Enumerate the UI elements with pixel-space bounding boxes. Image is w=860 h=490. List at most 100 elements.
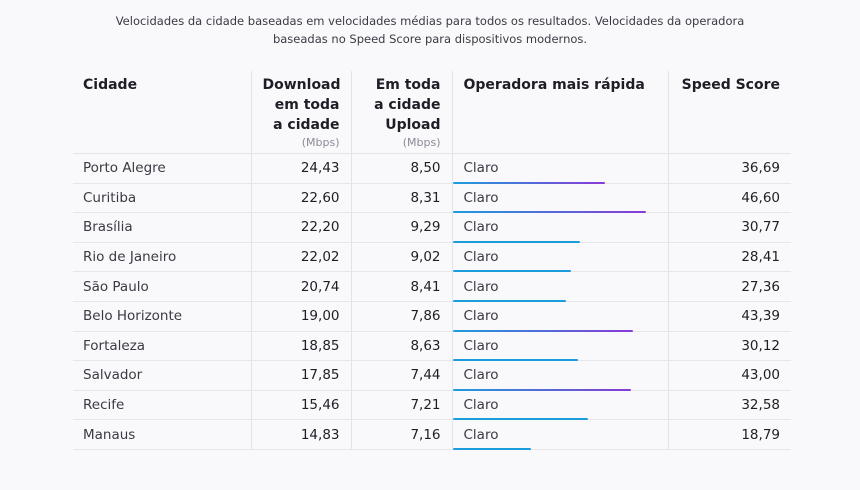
speed-score-cell: 46,60: [667, 183, 791, 214]
city-cell: São Paulo: [73, 271, 251, 302]
speed-score-cell: 27,36: [667, 271, 791, 302]
speed-score-cell: 28,41: [667, 242, 791, 273]
operator-cell: Claro: [451, 271, 668, 302]
download-cell-text: 22,60: [300, 189, 340, 206]
operator-cell: Claro: [451, 360, 668, 391]
operator-cell: Claro: [451, 183, 668, 214]
speed-score-cell: 43,00: [667, 360, 791, 391]
city-cell: Recife: [73, 390, 251, 421]
operator-cell-text: Claro: [463, 219, 499, 236]
speed-score-cell-text: 46,60: [741, 189, 780, 206]
download-cell-text: 14,83: [300, 426, 340, 443]
upload-cell-text: 7,86: [410, 308, 441, 325]
speed-score-cell-text: 28,41: [741, 249, 780, 266]
speed-score-cell-text: 32,58: [741, 397, 780, 414]
city-cell: Salvador: [73, 360, 251, 391]
download-cell-text: 22,20: [300, 219, 340, 236]
download-unit: (Mbps): [301, 136, 340, 149]
speed-score-bar: [452, 240, 580, 243]
operator-cell-text: Claro: [463, 160, 499, 177]
operator-cell-text: Claro: [463, 189, 499, 206]
city-cell-text: Manaus: [83, 426, 136, 443]
city-cell: Brasília: [73, 212, 251, 243]
city-cell-text: São Paulo: [83, 278, 149, 295]
city-cell-text: Belo Horizonte: [83, 308, 183, 325]
header-city[interactable]: Cidade: [73, 71, 251, 154]
city-cell-text: Porto Alegre: [83, 160, 166, 177]
table-row: Porto Alegre 24,43 8,50 Claro 36,69: [73, 153, 791, 184]
speed-score-cell: 32,58: [667, 390, 791, 421]
city-cell-text: Rio de Janeiro: [83, 249, 177, 266]
operator-cell: Claro: [451, 331, 668, 362]
operator-cell: Claro: [451, 419, 668, 450]
city-cell: Fortaleza: [73, 331, 251, 362]
speed-score-cell: 36,69: [667, 153, 791, 184]
table-row: Salvador 17,85 7,44 Claro 43,00: [73, 360, 791, 391]
upload-cell-text: 8,31: [410, 189, 441, 206]
operator-cell: Claro: [451, 301, 668, 332]
operator-cell: Claro: [451, 153, 668, 184]
header-operator[interactable]: Operadora mais rápida: [451, 71, 668, 154]
upload-unit: (Mbps): [402, 136, 441, 149]
operator-cell-text: Claro: [463, 426, 499, 443]
download-cell-text: 17,85: [300, 367, 340, 384]
download-cell: 14,83: [250, 419, 351, 450]
city-cell-text: Brasília: [83, 219, 133, 236]
header-download[interactable]: Download em toda a cidade (Mbps): [250, 71, 351, 154]
upload-cell-text: 9,29: [410, 219, 441, 236]
download-cell: 20,74: [250, 271, 351, 302]
speed-score-cell: 18,79: [667, 419, 791, 450]
speed-score-bar: [452, 181, 605, 184]
operator-cell-text: Claro: [463, 397, 499, 414]
speed-score-cell: 30,77: [667, 212, 791, 243]
table-row: Belo Horizonte 19,00 7,86 Claro 43,39: [73, 301, 791, 332]
download-cell-text: 20,74: [300, 278, 340, 295]
upload-cell: 8,63: [350, 331, 452, 362]
speed-score-bar: [452, 418, 588, 421]
upload-cell-text: 7,21: [410, 397, 441, 414]
operator-cell-text: Claro: [463, 249, 499, 266]
speed-score-cell-text: 27,36: [741, 278, 780, 295]
download-cell-text: 15,46: [300, 397, 340, 414]
table-row: Manaus 14,83 7,16 Claro 18,79: [73, 419, 791, 450]
download-cell: 15,46: [250, 390, 351, 421]
upload-cell: 7,44: [350, 360, 452, 391]
speed-score-bar: [452, 359, 578, 362]
city-cell-text: Recife: [83, 397, 125, 414]
upload-cell: 7,21: [350, 390, 452, 421]
download-cell-text: 22,02: [300, 249, 340, 266]
speed-score-cell-text: 36,69: [741, 160, 780, 177]
download-cell: 22,20: [250, 212, 351, 243]
upload-cell-text: 8,50: [410, 160, 441, 177]
upload-cell: 9,02: [350, 242, 452, 273]
operator-cell-text: Claro: [463, 337, 499, 354]
download-cell: 24,43: [250, 153, 351, 184]
speed-score-cell: 30,12: [667, 331, 791, 362]
speed-score-cell-text: 30,12: [741, 337, 780, 354]
header-speed-score[interactable]: Speed Score: [667, 71, 791, 154]
table-row: São Paulo 20,74 8,41 Claro 27,36: [73, 271, 791, 302]
speed-score-bar: [452, 329, 633, 332]
upload-cell: 7,16: [350, 419, 452, 450]
upload-cell: 8,41: [350, 271, 452, 302]
upload-cell: 9,29: [350, 212, 452, 243]
speed-score-cell-text: 43,39: [741, 308, 780, 325]
speed-score-bar: [452, 388, 631, 391]
upload-cell-text: 8,41: [410, 278, 441, 295]
download-cell: 22,60: [250, 183, 351, 214]
upload-cell-text: 7,16: [410, 426, 441, 443]
table-caption: Velocidades da cidade baseadas em veloci…: [115, 14, 745, 46]
table-row: Rio de Janeiro 22,02 9,02 Claro 28,41: [73, 242, 791, 273]
operator-cell: Claro: [451, 242, 668, 273]
city-cell: Manaus: [73, 419, 251, 450]
header-upload[interactable]: Em toda a cidade Upload (Mbps): [350, 71, 452, 154]
upload-cell-text: 7,44: [410, 367, 441, 384]
operator-cell-text: Claro: [463, 278, 499, 295]
city-cell-text: Salvador: [83, 367, 143, 384]
download-cell-text: 24,43: [300, 160, 340, 177]
city-cell: Porto Alegre: [73, 153, 251, 184]
table-row: Recife 15,46 7,21 Claro 32,58: [73, 390, 791, 421]
speed-score-cell: 43,39: [667, 301, 791, 332]
operator-cell: Claro: [451, 390, 668, 421]
table-row: Brasília 22,20 9,29 Claro 30,77: [73, 212, 791, 243]
